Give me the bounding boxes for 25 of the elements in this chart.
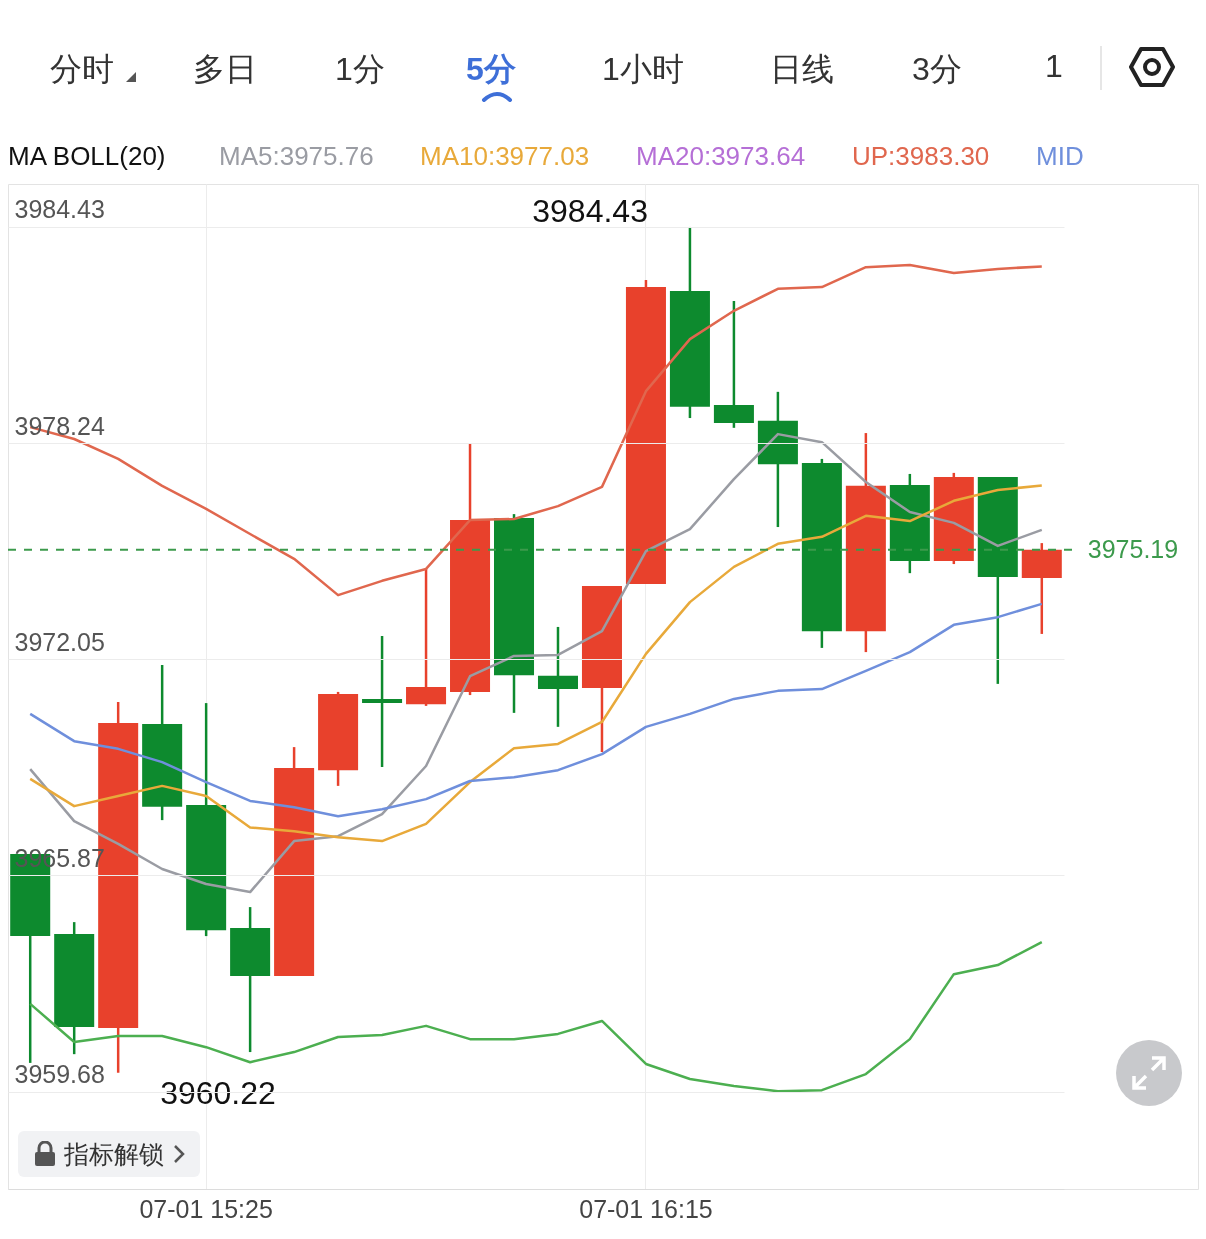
y-tick-label: 3978.24 [14,411,105,440]
unlock-button: 指标解锁 [18,1131,200,1177]
legend-title: MA BOLL(20) [8,141,166,171]
y-tick-label: 3959.68 [14,1060,105,1089]
text: 3分 [912,50,962,89]
text: 日线 [770,50,834,89]
x-tick-label: 07-01 16:15 [579,1194,713,1223]
y-tick-label: 3972.05 [14,627,105,656]
annotation: 3960.22 [160,1074,276,1111]
text: MID [1036,141,1084,171]
text: 1小时 [602,50,684,89]
x-tick-label: 07-01 15:25 [139,1194,273,1223]
text: 多日 [193,50,257,89]
text: 分时 [50,50,114,89]
text: 5分 [466,50,516,89]
legend-label: MA20:3973.64 [636,141,806,171]
annotation: 指标解锁 [64,1138,164,1170]
annotation: 3984.43 [532,192,648,229]
y-tick-label: 3984.43 [14,195,105,224]
text: MA10:3977.03 [420,141,590,171]
text: MA5:3975.76 [219,141,374,171]
ref-line-label: 3975.19 [1087,534,1179,563]
text: 1分 [335,50,385,89]
text: 1 [1045,48,1063,85]
text: UP:3983.30 [852,141,990,171]
